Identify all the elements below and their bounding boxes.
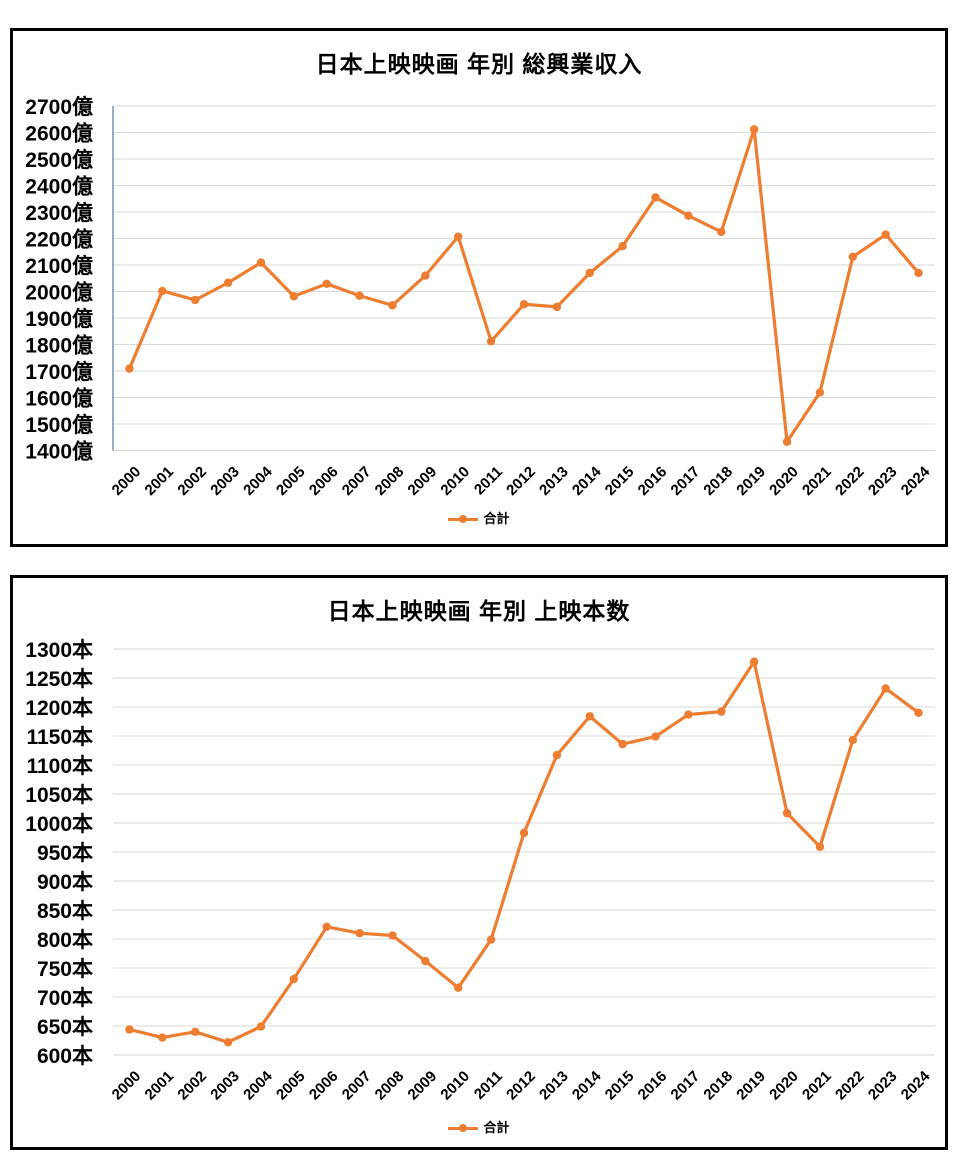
svg-text:2000億: 2000億 xyxy=(25,281,93,305)
svg-text:2004: 2004 xyxy=(240,1067,276,1103)
svg-text:700本: 700本 xyxy=(37,987,93,1010)
svg-text:850本: 850本 xyxy=(37,900,93,923)
svg-text:2024: 2024 xyxy=(898,1067,934,1103)
legend-line-marker-icon xyxy=(448,1124,479,1132)
svg-text:1000本: 1000本 xyxy=(25,813,93,836)
svg-text:2001: 2001 xyxy=(142,1068,178,1104)
svg-text:950本: 950本 xyxy=(37,842,93,865)
svg-text:2022: 2022 xyxy=(832,463,868,499)
svg-text:2009: 2009 xyxy=(405,1068,441,1104)
revenue-chart-legend: 合計 xyxy=(13,511,945,527)
svg-text:2010: 2010 xyxy=(437,1068,473,1104)
svg-text:2000: 2000 xyxy=(109,1068,145,1104)
svg-text:2200億: 2200億 xyxy=(25,228,93,252)
svg-text:1250本: 1250本 xyxy=(25,668,93,691)
svg-text:2014: 2014 xyxy=(569,463,605,499)
svg-text:2013: 2013 xyxy=(536,1068,572,1104)
svg-text:2022: 2022 xyxy=(832,1068,868,1104)
svg-text:2008: 2008 xyxy=(372,463,408,499)
svg-text:2023: 2023 xyxy=(865,1068,901,1104)
svg-text:2016: 2016 xyxy=(635,463,671,499)
svg-text:900本: 900本 xyxy=(37,871,93,894)
svg-text:2001: 2001 xyxy=(142,463,178,499)
svg-text:2014: 2014 xyxy=(569,1067,605,1103)
svg-text:2007: 2007 xyxy=(339,1068,375,1104)
svg-text:2400億: 2400億 xyxy=(25,175,93,199)
svg-text:800本: 800本 xyxy=(37,929,93,952)
svg-text:2600億: 2600億 xyxy=(25,122,93,146)
svg-text:1800億: 1800億 xyxy=(25,334,93,358)
svg-text:1050本: 1050本 xyxy=(25,784,93,807)
svg-text:2008: 2008 xyxy=(372,1068,408,1104)
svg-text:1150本: 1150本 xyxy=(26,726,93,749)
film-count-chart-title: 日本上映映画 年別 上映本数 xyxy=(327,598,631,624)
svg-text:2000: 2000 xyxy=(109,463,145,499)
svg-text:600本: 600本 xyxy=(37,1045,93,1068)
svg-text:2500億: 2500億 xyxy=(25,148,93,172)
svg-text:2005: 2005 xyxy=(273,463,309,499)
svg-text:1700億: 1700億 xyxy=(25,360,93,384)
svg-text:2017: 2017 xyxy=(668,463,704,499)
svg-text:2017: 2017 xyxy=(668,1068,704,1104)
svg-text:2012: 2012 xyxy=(503,463,539,499)
film-count-line-chart: 1300本 1250本 1200本 1150本 1100本 1050本 1000本 950本 9… xyxy=(25,639,935,1104)
legend-line-marker-icon xyxy=(448,515,479,523)
svg-text:2009: 2009 xyxy=(405,463,441,499)
svg-text:2002: 2002 xyxy=(174,1068,210,1104)
film-count-chart-frame: 1300本 1250本 1200本 1150本 1100本 1050本 1000本 950本 9… xyxy=(10,575,948,1150)
svg-text:2016: 2016 xyxy=(635,1068,671,1104)
svg-text:2021: 2021 xyxy=(799,463,835,499)
svg-text:2015: 2015 xyxy=(602,1068,638,1104)
svg-text:1100本: 1100本 xyxy=(26,755,93,778)
svg-text:1300本: 1300本 xyxy=(25,639,93,662)
legend-dot-icon xyxy=(459,515,468,523)
svg-text:2012: 2012 xyxy=(503,1068,539,1104)
svg-text:2015: 2015 xyxy=(602,463,638,499)
legend-dot-icon xyxy=(459,1124,468,1132)
svg-text:2006: 2006 xyxy=(306,1068,342,1104)
svg-text:2006: 2006 xyxy=(306,463,342,499)
svg-text:2019: 2019 xyxy=(733,463,769,499)
svg-text:1900億: 1900億 xyxy=(25,307,93,331)
svg-text:1400億: 1400億 xyxy=(25,440,93,464)
svg-text:2019: 2019 xyxy=(733,1068,769,1104)
svg-text:2020: 2020 xyxy=(766,1068,802,1104)
svg-text:1600億: 1600億 xyxy=(25,387,93,411)
svg-text:2700億: 2700億 xyxy=(25,95,93,119)
svg-text:750本: 750本 xyxy=(37,958,93,981)
svg-text:2013: 2013 xyxy=(536,463,572,499)
svg-text:2020: 2020 xyxy=(766,463,802,499)
svg-text:2018: 2018 xyxy=(700,1068,736,1104)
svg-text:1500億: 1500億 xyxy=(25,413,93,437)
revenue-legend-label: 合計 xyxy=(483,511,510,526)
film-count-legend-label: 合計 xyxy=(483,1120,510,1135)
svg-text:2011: 2011 xyxy=(471,463,506,498)
svg-text:2003: 2003 xyxy=(207,1068,243,1104)
svg-text:650本: 650本 xyxy=(37,1016,93,1039)
svg-text:2002: 2002 xyxy=(174,463,210,499)
film-count-chart-legend: 合計 xyxy=(13,1120,945,1136)
svg-text:2021: 2021 xyxy=(799,1068,835,1104)
svg-text:2010: 2010 xyxy=(437,463,473,499)
revenue-chart-frame: 2700億 2600億 2500億 2400億 2300億 2200億 2100億 2000億… xyxy=(10,28,948,547)
svg-text:2100億: 2100億 xyxy=(25,254,93,278)
svg-text:2011: 2011 xyxy=(471,1068,506,1103)
svg-text:1200本: 1200本 xyxy=(25,697,93,720)
svg-text:2004: 2004 xyxy=(240,463,276,499)
svg-text:2007: 2007 xyxy=(339,463,375,499)
svg-text:2018: 2018 xyxy=(700,463,736,499)
svg-text:2024: 2024 xyxy=(898,463,934,499)
revenue-chart-title: 日本上映映画 年別 総興業収入 xyxy=(315,51,643,77)
svg-text:2300億: 2300億 xyxy=(25,201,93,225)
svg-text:2003: 2003 xyxy=(207,463,243,499)
svg-text:2023: 2023 xyxy=(865,463,901,499)
svg-text:2005: 2005 xyxy=(273,1068,309,1104)
